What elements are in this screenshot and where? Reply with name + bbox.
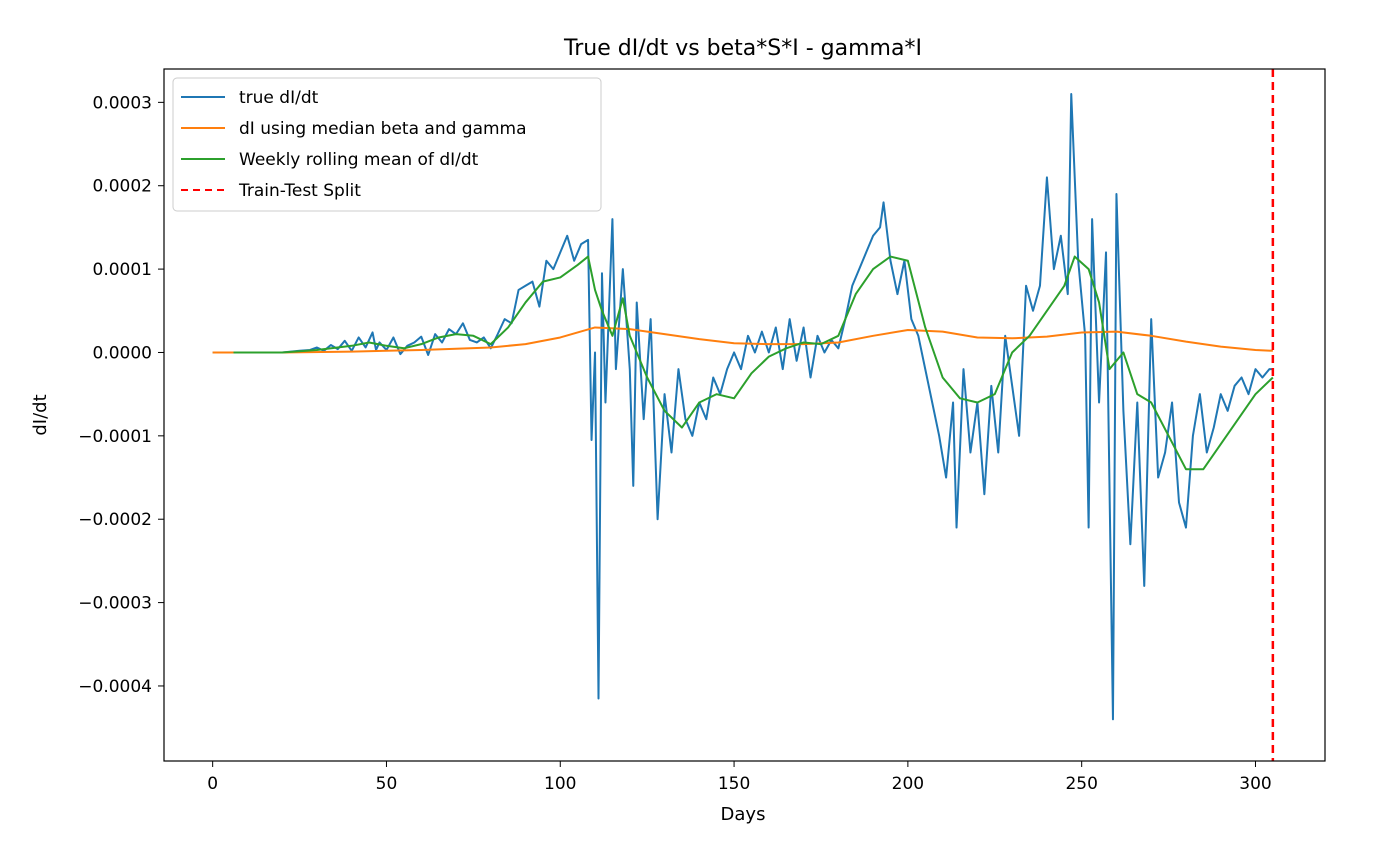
legend-label-3: Weekly rolling mean of dI/dt — [239, 150, 479, 170]
y-tick-label: −0.0004 — [78, 677, 152, 697]
y-tick-label: 0.0000 — [93, 343, 152, 363]
y-axis: −0.0004 −0.0003 −0.0002 −0.0001 0.0000 0.0001… — [78, 93, 164, 697]
x-tick-label: 300 — [1239, 774, 1271, 794]
x-axis-title: Days — [721, 804, 766, 825]
plot-frame — [163, 68, 1326, 762]
legend-label-1: true dI/dt — [239, 88, 319, 108]
x-tick-label: 50 — [376, 774, 398, 794]
legend-label-2: dI using median beta and gamma — [239, 119, 527, 139]
x-tick-label: 100 — [544, 774, 576, 794]
y-tick-label: 0.0002 — [93, 177, 152, 197]
series-line-3 — [233, 255, 1274, 471]
legend-box — [172, 77, 602, 212]
legend-label-4: Train-Test Split — [238, 181, 361, 201]
y-axis-title: dI/dt — [30, 394, 51, 435]
y-tick-label: −0.0002 — [78, 510, 152, 530]
chart-title: True dI/dt vs beta*S*I - gamma*I — [563, 36, 922, 61]
x-tick-label: 150 — [718, 774, 750, 794]
y-tick-label: 0.0003 — [93, 93, 152, 113]
y-tick-label: −0.0001 — [78, 427, 152, 447]
plot-lines — [212, 93, 1274, 721]
y-tick-label: 0.0001 — [93, 260, 152, 280]
x-tick-label: 200 — [892, 774, 924, 794]
legend: true dI/dt dI using median beta and gamma… — [172, 77, 602, 212]
x-tick-label: 250 — [1065, 774, 1097, 794]
y-tick-label: −0.0003 — [78, 594, 152, 614]
x-axis: 0 50 100 150 200 250 300 — [207, 761, 1272, 794]
x-tick-label: 0 — [207, 774, 218, 794]
